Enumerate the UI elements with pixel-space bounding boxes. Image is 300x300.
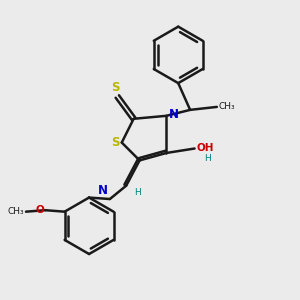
Text: H: H xyxy=(204,154,211,163)
Text: OH: OH xyxy=(196,143,214,153)
Text: S: S xyxy=(112,80,120,94)
Text: N: N xyxy=(169,108,179,121)
Text: CH₃: CH₃ xyxy=(8,207,25,216)
Text: S: S xyxy=(111,136,119,149)
Text: H: H xyxy=(134,188,140,197)
Text: O: O xyxy=(35,205,44,215)
Text: N: N xyxy=(98,184,107,197)
Text: CH₃: CH₃ xyxy=(218,102,235,111)
